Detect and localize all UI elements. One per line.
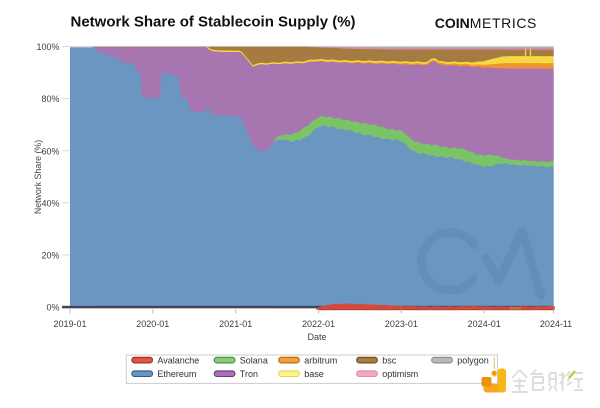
svg-text:20%: 20% <box>41 251 59 261</box>
svg-text:2024-01: 2024-01 <box>468 319 501 329</box>
svg-text:2019-01: 2019-01 <box>53 319 86 329</box>
svg-text:2024-11: 2024-11 <box>540 319 572 329</box>
svg-text:2020-01: 2020-01 <box>136 319 169 329</box>
svg-text:arbitrum: arbitrum <box>304 355 337 365</box>
svg-text:Solana: Solana <box>240 355 268 365</box>
svg-text:2021-01: 2021-01 <box>219 319 252 329</box>
svg-text:100%: 100% <box>36 42 59 52</box>
svg-text:Network Share of Stablecoin Su: Network Share of Stablecoin Supply (%) <box>71 14 356 31</box>
svg-text:polygon: polygon <box>457 355 489 365</box>
svg-text:bsc: bsc <box>382 355 397 365</box>
svg-text:0%: 0% <box>46 303 59 313</box>
svg-text:40%: 40% <box>41 198 59 208</box>
svg-text:Avalanche: Avalanche <box>157 355 199 365</box>
svg-text:2022-01: 2022-01 <box>302 319 335 329</box>
svg-text:base: base <box>304 369 324 379</box>
svg-text:Ethereum: Ethereum <box>157 369 196 379</box>
svg-text:COINMETRICS: COINMETRICS <box>435 15 537 31</box>
svg-text:Tron: Tron <box>240 369 258 379</box>
svg-text:2023-01: 2023-01 <box>385 319 418 329</box>
svg-text:Network Share (%): Network Share (%) <box>33 140 43 214</box>
svg-text:Date: Date <box>307 332 326 342</box>
svg-text:optimism: optimism <box>382 369 418 379</box>
svg-text:60%: 60% <box>41 146 59 156</box>
svg-text:80%: 80% <box>41 94 59 104</box>
